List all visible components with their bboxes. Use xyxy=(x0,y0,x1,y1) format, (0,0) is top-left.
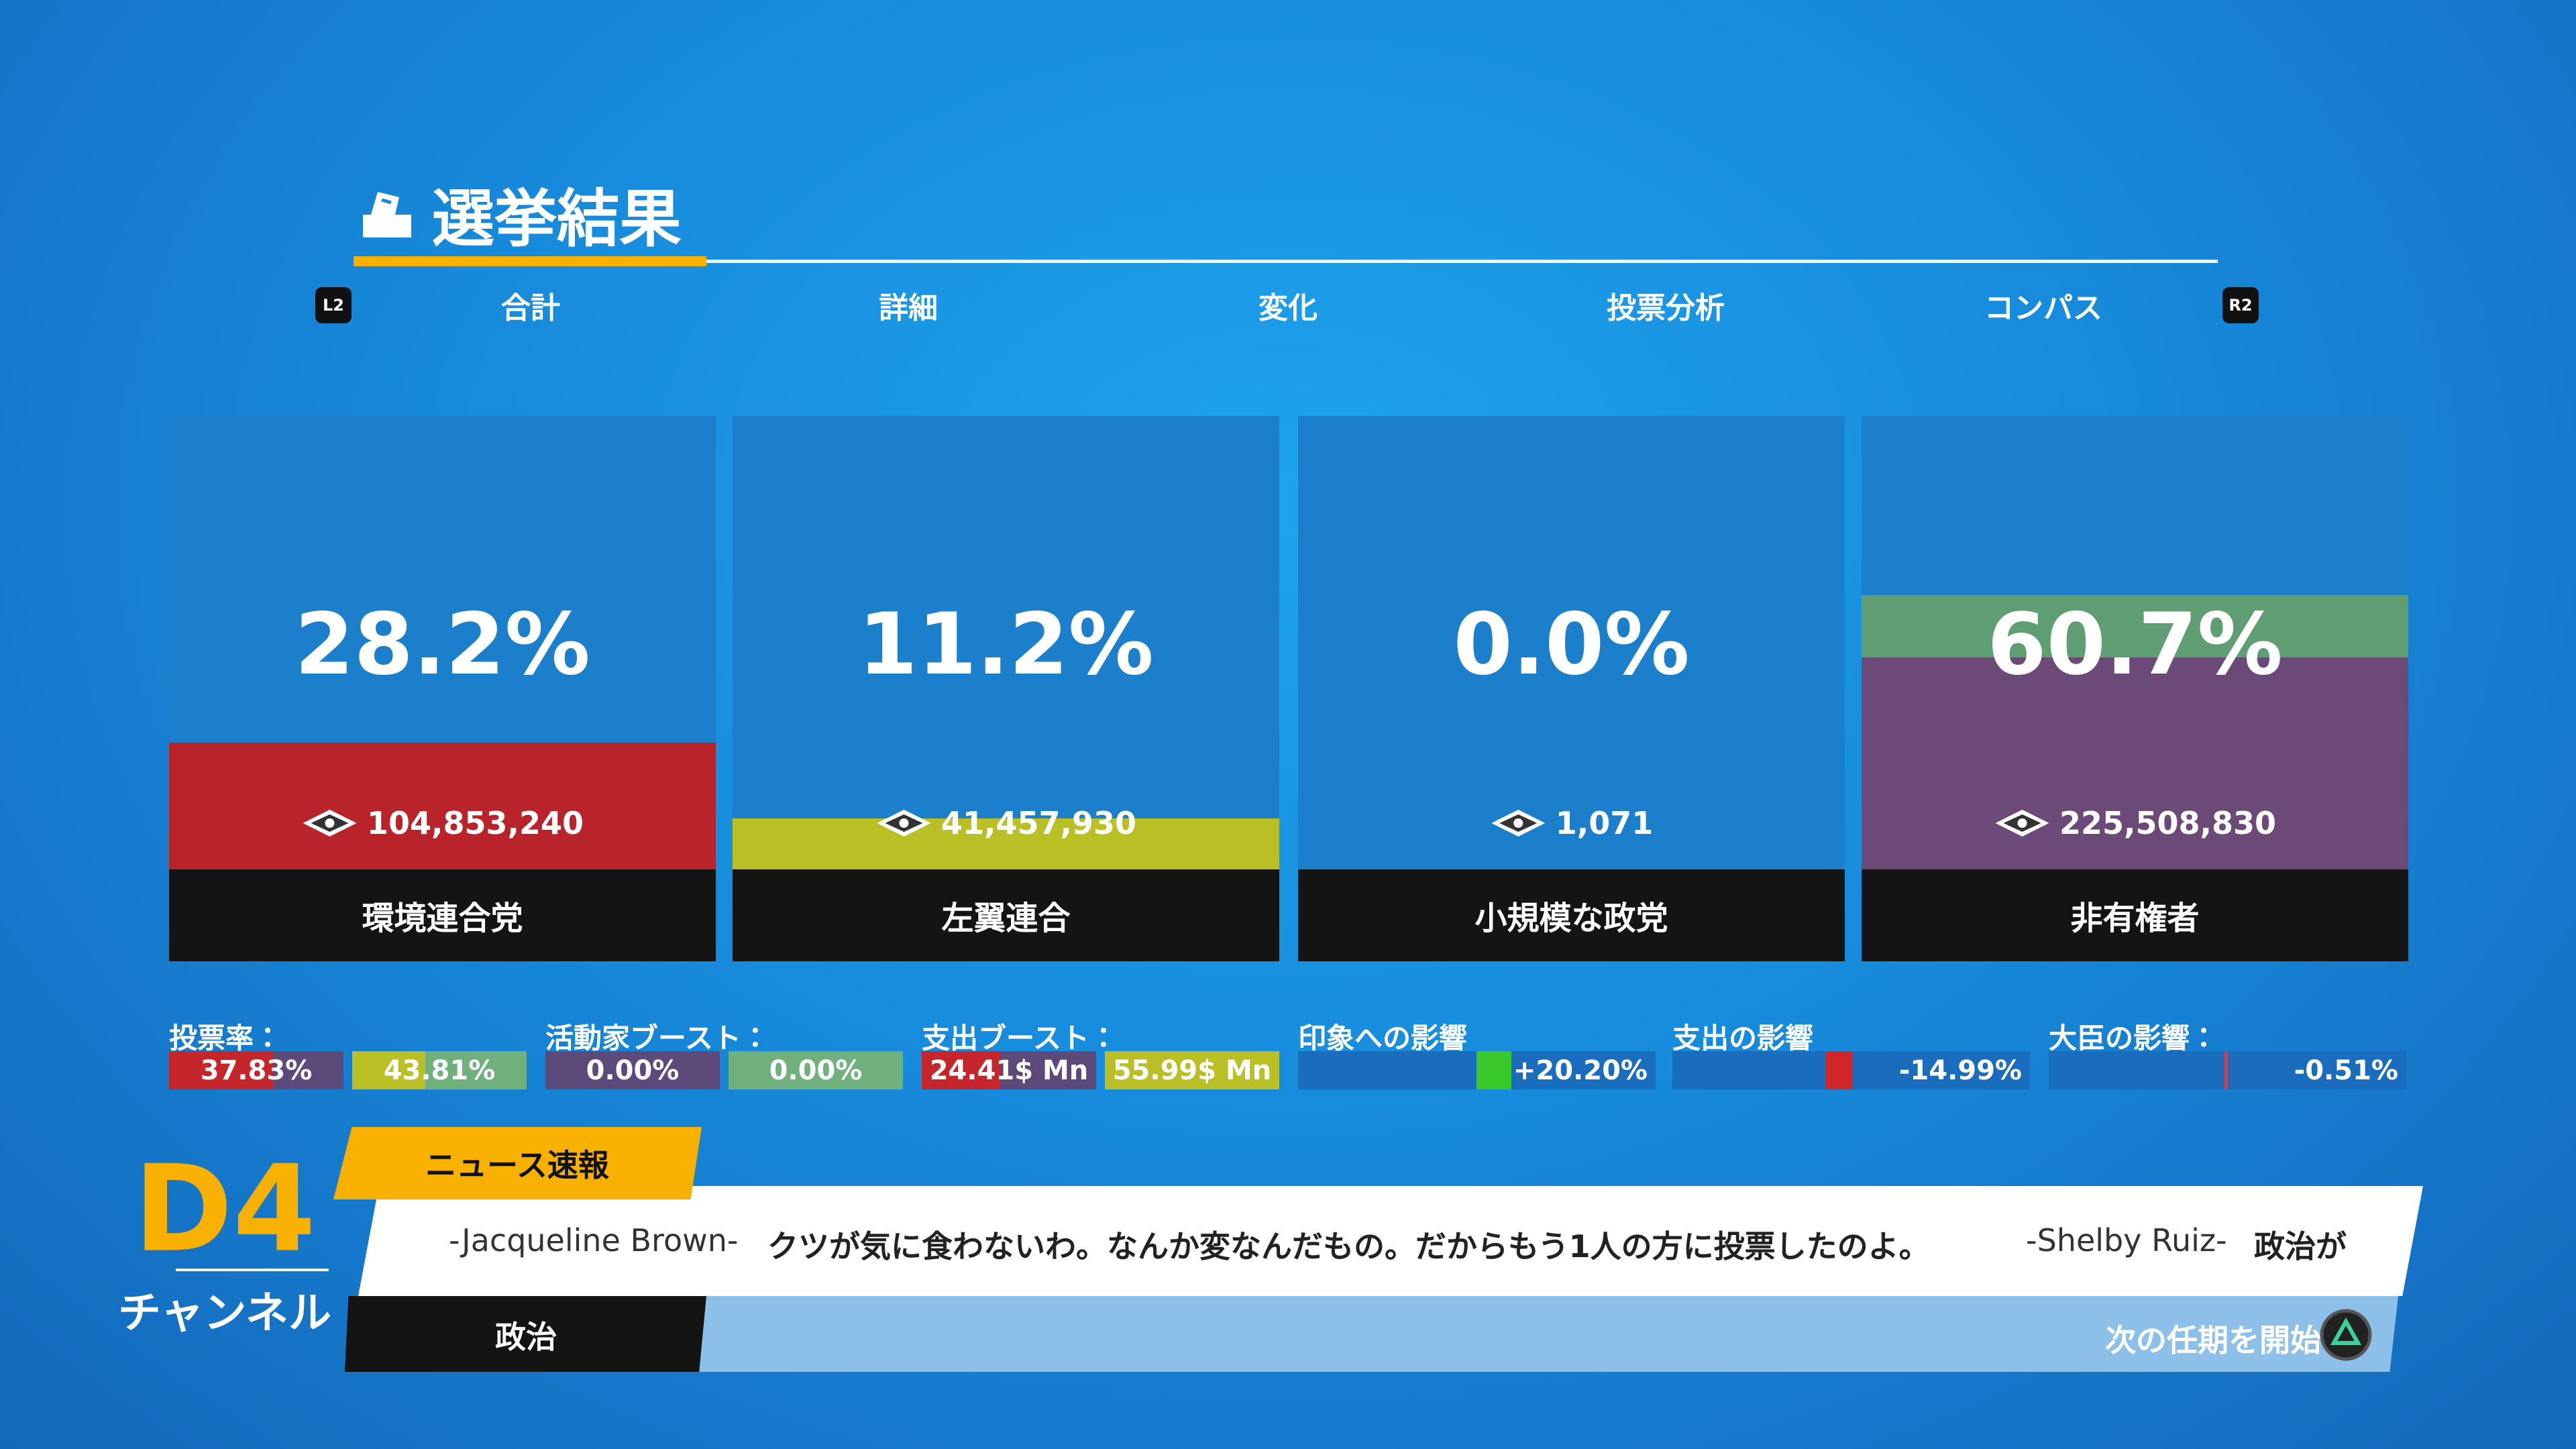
party-votes: 104,853,240 xyxy=(301,805,584,841)
stat-label: 投票率： xyxy=(169,1022,282,1055)
stat-label: 大臣の影響： xyxy=(2049,1022,2218,1055)
votes-value: 104,853,240 xyxy=(366,805,584,841)
active-tab-underline xyxy=(354,256,706,266)
ticker-quote: 政治が xyxy=(2254,1228,2347,1265)
stat-bar: 43.81% xyxy=(352,1051,527,1089)
party-name-band: 小規模な政党 xyxy=(1298,869,1845,961)
channel-name: チャンネル xyxy=(117,1289,332,1338)
channel-divider xyxy=(176,1269,329,1271)
news-category: 政治 xyxy=(495,1319,557,1355)
party-name: 小規模な政党 xyxy=(1474,900,1668,937)
party-bar-fill xyxy=(1862,657,2408,869)
party-name-band: 非有権者 xyxy=(1862,869,2408,961)
tab[interactable]: 合計 xyxy=(501,291,560,325)
stat-bar: 0.00% xyxy=(729,1051,903,1089)
party-bar-fill xyxy=(169,743,716,869)
party-name-band: 環境連合党 xyxy=(169,869,716,961)
impact-marker xyxy=(1477,1051,1511,1089)
tab[interactable]: コンパス xyxy=(1984,291,2102,325)
category-band xyxy=(345,1296,706,1372)
stat-bar: 24.41$ Mn xyxy=(922,1051,1096,1089)
stat-label: 活動家ブースト： xyxy=(545,1022,769,1055)
stat-bar: 55.99$ Mn xyxy=(1105,1051,1279,1089)
party-bar-fill xyxy=(733,818,1279,869)
impact-marker xyxy=(1825,1051,1852,1089)
party-votes: 1,071 xyxy=(1490,805,1654,841)
impact-value: +20.20% xyxy=(1513,1055,1648,1086)
party-votes: 225,508,830 xyxy=(1994,805,2276,841)
tab-line xyxy=(706,260,2218,263)
stat-label: 支出の影響 xyxy=(1672,1022,1814,1055)
party-card: 11.2% 41,457,930 左翼連合 xyxy=(733,416,1279,961)
stat-label: 印象への影響 xyxy=(1298,1022,1468,1055)
ticker-quote: クツが気に食わないわ。なんか変なんだもの。だからもう1人の方に投票したのよ。 xyxy=(767,1228,1930,1265)
impact-bar: +20.20% xyxy=(1298,1051,1656,1089)
party-card: 60.7% 225,508,830 非有権者 xyxy=(1862,416,2408,961)
prev-tab-button[interactable]: L2 xyxy=(315,287,352,323)
tab[interactable]: 詳細 xyxy=(879,291,938,325)
ticker-author: -Shelby Ruiz- xyxy=(2026,1222,2227,1258)
channel-code: D4 xyxy=(133,1139,316,1279)
stat-label: 支出ブースト： xyxy=(922,1022,1118,1055)
party-name-band: 左翼連合 xyxy=(733,869,1279,961)
ballot-icon xyxy=(363,192,411,237)
party-name: 非有権者 xyxy=(2070,900,2200,937)
party-name: 左翼連合 xyxy=(941,900,1071,937)
ticker-author: -Jacqueline Brown- xyxy=(449,1222,739,1258)
stat-bar: 0.00% xyxy=(545,1051,720,1089)
impact-value: -0.51% xyxy=(2294,1055,2398,1086)
news-tag: ニュース速報 xyxy=(425,1147,609,1183)
votes-value: 41,457,930 xyxy=(941,805,1137,841)
impact-marker xyxy=(2224,1051,2228,1089)
news-tag-bg xyxy=(333,1127,702,1199)
impact-bar: -14.99% xyxy=(1672,1051,2030,1089)
votes-value: 225,508,830 xyxy=(2059,805,2277,841)
votes-value: 1,071 xyxy=(1555,805,1654,841)
ticker-band xyxy=(358,1186,2423,1296)
action-band xyxy=(698,1296,2398,1372)
party-percent: 11.2% xyxy=(858,594,1154,694)
votes-icon xyxy=(1491,810,1545,837)
title: 選挙結果 xyxy=(432,182,682,256)
votes-icon xyxy=(876,810,930,837)
party-name: 環境連合党 xyxy=(362,900,523,937)
impact-bar: -0.51% xyxy=(2049,1051,2406,1089)
party-votes: 41,457,930 xyxy=(875,805,1136,841)
stat-bar: 37.83% xyxy=(169,1051,343,1089)
votes-icon xyxy=(1994,810,2049,837)
next-tab-button[interactable]: R2 xyxy=(2222,287,2259,323)
party-percent: 60.7% xyxy=(1987,594,2283,694)
party-card: 0.0% 1,071 小規模な政党 xyxy=(1298,416,1845,961)
next-term-button[interactable]: 次の任期を開始 xyxy=(2105,1322,2321,1358)
triangle-button-icon[interactable] xyxy=(2319,1308,2373,1362)
tab[interactable]: 投票分析 xyxy=(1607,291,1725,325)
impact-value: -14.99% xyxy=(1898,1055,2022,1086)
tab[interactable]: 変化 xyxy=(1258,291,1318,325)
party-card: 28.2% 104,853,240 環境連合党 xyxy=(169,416,716,961)
party-percent: 28.2% xyxy=(294,594,590,694)
party-bar-fill xyxy=(1862,595,2408,657)
votes-icon xyxy=(302,810,356,837)
party-percent: 0.0% xyxy=(1453,594,1690,694)
